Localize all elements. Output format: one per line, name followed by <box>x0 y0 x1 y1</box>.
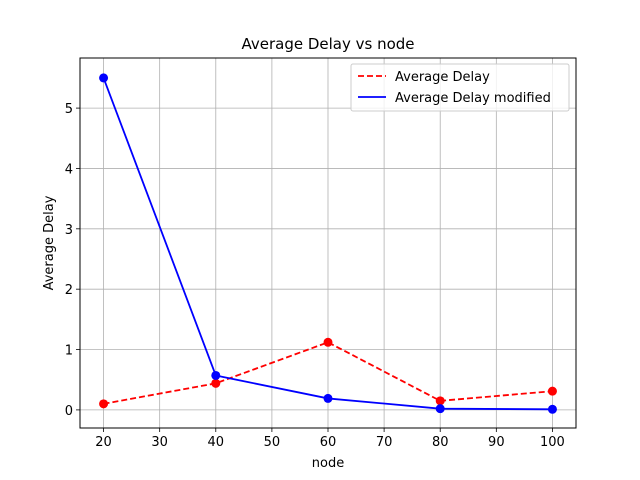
y-tick-label: 3 <box>65 223 73 238</box>
x-tick-label: 20 <box>95 435 112 450</box>
x-tick-label: 90 <box>488 435 505 450</box>
data-point-average-delay-modified <box>547 404 557 414</box>
legend-label-average-delay-modified: Average Delay modified <box>395 91 551 106</box>
data-point-average-delay <box>435 396 445 406</box>
x-axis-label: node <box>312 456 344 471</box>
y-tick-label: 1 <box>65 344 73 359</box>
legend: Average Delay Average Delay modified <box>350 63 570 112</box>
data-point-average-delay-modified <box>323 393 333 403</box>
grid <box>80 58 576 428</box>
x-tick-label: 70 <box>376 435 393 450</box>
y-axis: 0 1 2 3 4 5 <box>65 102 80 419</box>
series-line-average-delay <box>103 341 553 405</box>
y-tick-label: 2 <box>65 283 73 298</box>
data-point-average-delay-modified <box>99 73 109 83</box>
x-tick-label: 30 <box>151 435 168 450</box>
x-axis: 20 30 40 50 60 70 80 90 100 <box>95 428 565 450</box>
data-point-average-delay-modified <box>211 370 221 380</box>
x-tick-label: 40 <box>208 435 225 450</box>
y-tick-label: 0 <box>65 404 73 419</box>
legend-box <box>350 63 570 112</box>
y-tick-label: 4 <box>65 162 73 177</box>
data-point-average-delay <box>323 337 333 347</box>
y-tick-label: 5 <box>65 102 73 117</box>
x-tick-label: 60 <box>320 435 337 450</box>
data-point-average-delay <box>547 386 557 396</box>
data-point-average-delay <box>99 399 109 409</box>
data-point-average-delay <box>211 378 221 388</box>
legend-label-average-delay: Average Delay <box>395 70 490 85</box>
x-tick-label: 100 <box>540 435 565 450</box>
series-layer <box>99 73 557 414</box>
x-tick-label: 50 <box>264 435 281 450</box>
x-tick-label: 80 <box>432 435 449 450</box>
data-point-average-delay-modified <box>435 404 445 414</box>
y-axis-label: Average Delay <box>42 195 57 290</box>
chart-title: Average Delay vs node <box>241 35 414 53</box>
